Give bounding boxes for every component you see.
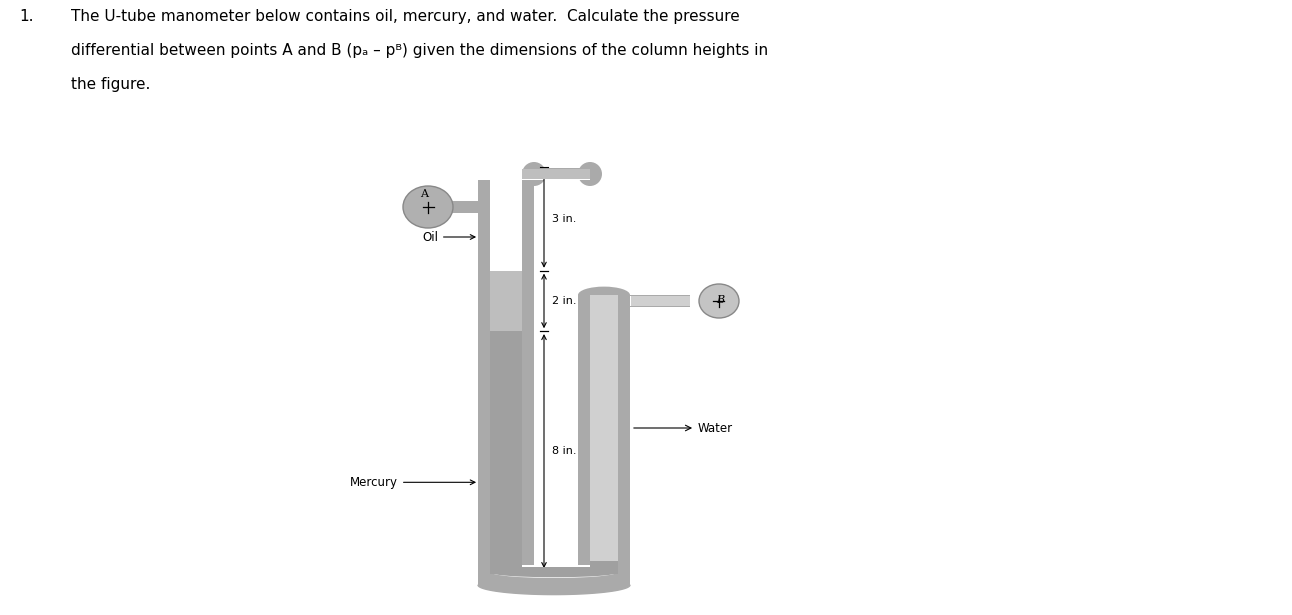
Text: 8 in.: 8 in. <box>552 446 576 456</box>
Bar <box>590 561 618 573</box>
Bar <box>630 295 690 307</box>
Text: 3 in.: 3 in. <box>552 214 576 224</box>
Bar <box>590 295 618 573</box>
Bar <box>490 565 618 574</box>
Text: Mercury: Mercury <box>350 476 475 489</box>
Bar <box>522 169 590 180</box>
Bar <box>490 180 522 573</box>
Bar <box>478 573 630 585</box>
Ellipse shape <box>578 287 630 303</box>
Ellipse shape <box>699 284 739 318</box>
Bar <box>534 168 590 180</box>
Polygon shape <box>478 585 630 595</box>
Bar <box>630 296 690 306</box>
Ellipse shape <box>578 162 602 186</box>
Text: 2 in.: 2 in. <box>552 296 576 306</box>
Bar <box>590 295 618 561</box>
Ellipse shape <box>490 566 618 578</box>
Ellipse shape <box>403 186 453 228</box>
Ellipse shape <box>522 162 547 186</box>
Text: Water: Water <box>698 421 733 435</box>
Text: The U-tube manometer below contains oil, mercury, and water.  Calculate the pres: The U-tube manometer below contains oil,… <box>71 9 740 24</box>
Text: A: A <box>420 189 428 199</box>
Text: differential between points A and B (pₐ – pᴮ) given the dimensions of the column: differential between points A and B (pₐ … <box>71 43 769 58</box>
Text: 1.: 1. <box>19 9 34 24</box>
Bar <box>490 331 522 573</box>
Bar <box>522 169 589 180</box>
Text: Oil: Oil <box>422 231 475 244</box>
Bar <box>478 180 534 573</box>
Ellipse shape <box>490 568 618 577</box>
Bar <box>490 566 618 574</box>
Bar <box>451 201 478 213</box>
Text: the figure.: the figure. <box>71 77 150 92</box>
Bar <box>490 271 522 331</box>
Bar <box>578 295 630 573</box>
Text: B: B <box>716 295 724 305</box>
Bar <box>630 296 690 306</box>
